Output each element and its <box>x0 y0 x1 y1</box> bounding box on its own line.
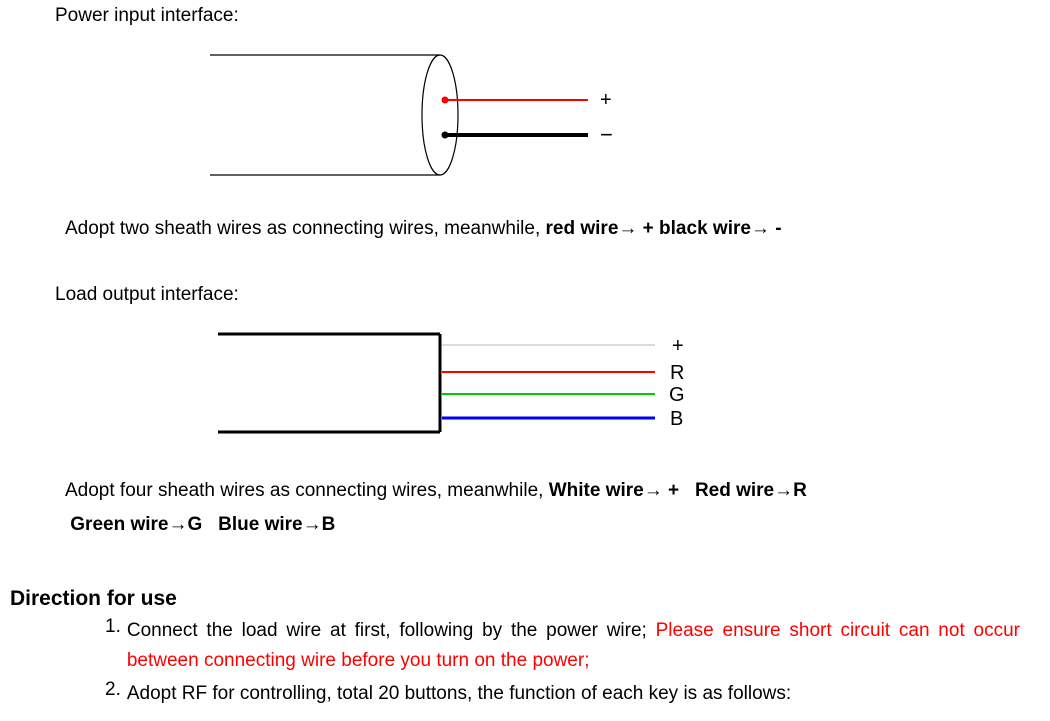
direction-item-2-text: Adopt RF for controlling, total 20 butto… <box>127 679 1040 709</box>
load-gap2 <box>202 514 218 535</box>
power-input-label: Power input interface: <box>55 5 1040 27</box>
load-white-bold: White wire→ + <box>549 480 679 501</box>
direction-heading: Direction for use <box>10 587 1040 611</box>
svg-text:B: B <box>670 408 683 430</box>
direction-list: 1. Connect the load wire at first, follo… <box>105 616 1040 709</box>
power-input-desc: Adopt two sheath wires as connecting wir… <box>65 215 1040 244</box>
power-desc-bold: red wire→ + black wire→ - <box>546 218 782 239</box>
load-desc-prefix: Adopt four sheath wires as connecting wi… <box>65 480 549 501</box>
load-blue-bold: Blue wire→B <box>218 514 335 535</box>
load-output-diagram: + RGB <box>180 314 1040 454</box>
direction-item-1-text: Connect the load wire at first, followin… <box>127 616 1040 677</box>
load-gap1 <box>679 480 695 501</box>
direction-item-2-num: 2. <box>105 679 127 709</box>
svg-text:G: G <box>669 384 685 406</box>
svg-text:−: − <box>600 122 613 147</box>
svg-text:R: R <box>670 362 684 384</box>
direction-item-1-num: 1. <box>105 616 127 677</box>
direction-item-1: 1. Connect the load wire at first, follo… <box>105 616 1040 677</box>
svg-text:+: + <box>672 335 684 357</box>
power-input-svg: +− <box>180 30 660 200</box>
power-input-diagram: +− <box>180 30 1040 200</box>
svg-text:+: + <box>600 89 612 111</box>
direction-item-1-plain: Connect the load wire at first, followin… <box>127 620 656 641</box>
load-output-svg: + RGB <box>180 314 740 454</box>
load-red-bold: Red wire→R <box>695 480 807 501</box>
load-green-bold: Green wire→G <box>70 514 202 535</box>
direction-item-2-plain: Adopt RF for controlling, total 20 butto… <box>127 683 791 704</box>
direction-item-2: 2. Adopt RF for controlling, total 20 bu… <box>105 679 1040 709</box>
load-output-label: Load output interface: <box>55 284 1040 306</box>
page-root: Power input interface: +− Adopt two shea… <box>0 0 1050 721</box>
power-desc-prefix: Adopt two sheath wires as connecting wir… <box>65 218 546 239</box>
load-output-desc: Adopt four sheath wires as connecting wi… <box>65 474 1040 542</box>
